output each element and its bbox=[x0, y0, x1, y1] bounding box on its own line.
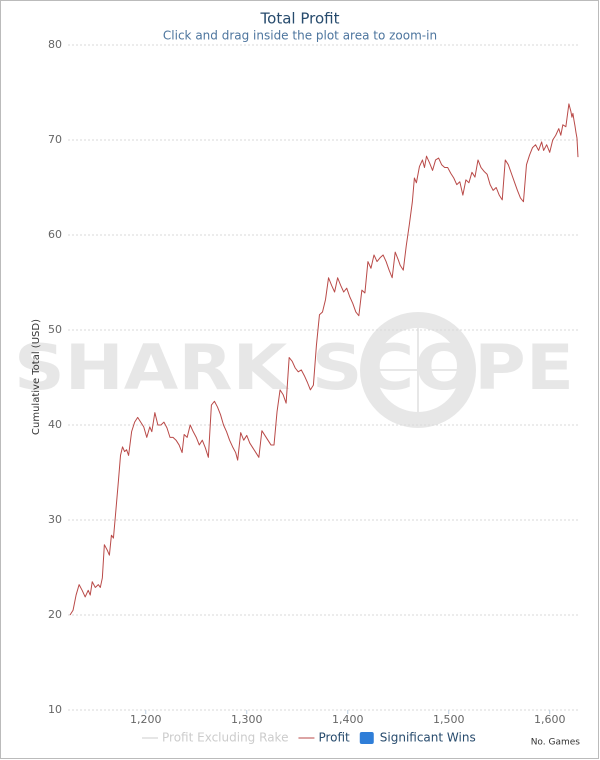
x-tick-label: 1,500 bbox=[433, 713, 465, 726]
y-tick-label: 70 bbox=[48, 133, 62, 146]
watermark-group: SHARK SCOPE bbox=[14, 312, 574, 428]
x-tick-label: 1,300 bbox=[231, 713, 263, 726]
x-axis-title: No. Games bbox=[531, 738, 581, 748]
y-tick-label: 60 bbox=[48, 228, 62, 241]
legend-item[interactable]: Profit bbox=[298, 731, 350, 745]
x-tick-label: 1,600 bbox=[534, 713, 566, 726]
chart-title: Total Profit bbox=[260, 10, 340, 28]
profit-line bbox=[69, 103, 579, 616]
chart-subtitle: Click and drag inside the plot area to z… bbox=[163, 29, 437, 43]
legend-symbol bbox=[359, 732, 374, 744]
y-tick-label: 20 bbox=[48, 608, 62, 621]
y-tick-label: 10 bbox=[48, 703, 62, 716]
legend-item[interactable]: Significant Wins bbox=[359, 731, 476, 745]
legend-label: Profit bbox=[318, 731, 350, 745]
watermark: SHARK SCOPE bbox=[14, 331, 574, 404]
legend-item[interactable]: Profit Excluding Rake bbox=[142, 731, 288, 745]
legend-label: Significant Wins bbox=[380, 731, 476, 745]
y-tick-label: 30 bbox=[48, 513, 62, 526]
x-tick-label: 1,200 bbox=[130, 713, 162, 726]
legend-label: Profit Excluding Rake bbox=[162, 731, 288, 745]
watermark-ring bbox=[360, 312, 476, 428]
y-tick-label: 80 bbox=[48, 38, 62, 51]
y-axis-title: Cumulative Total (USD) bbox=[31, 319, 42, 435]
x-tick-label: 1,400 bbox=[332, 713, 364, 726]
y-tick-label: 50 bbox=[48, 323, 62, 336]
y-tick-label: 40 bbox=[48, 418, 62, 431]
